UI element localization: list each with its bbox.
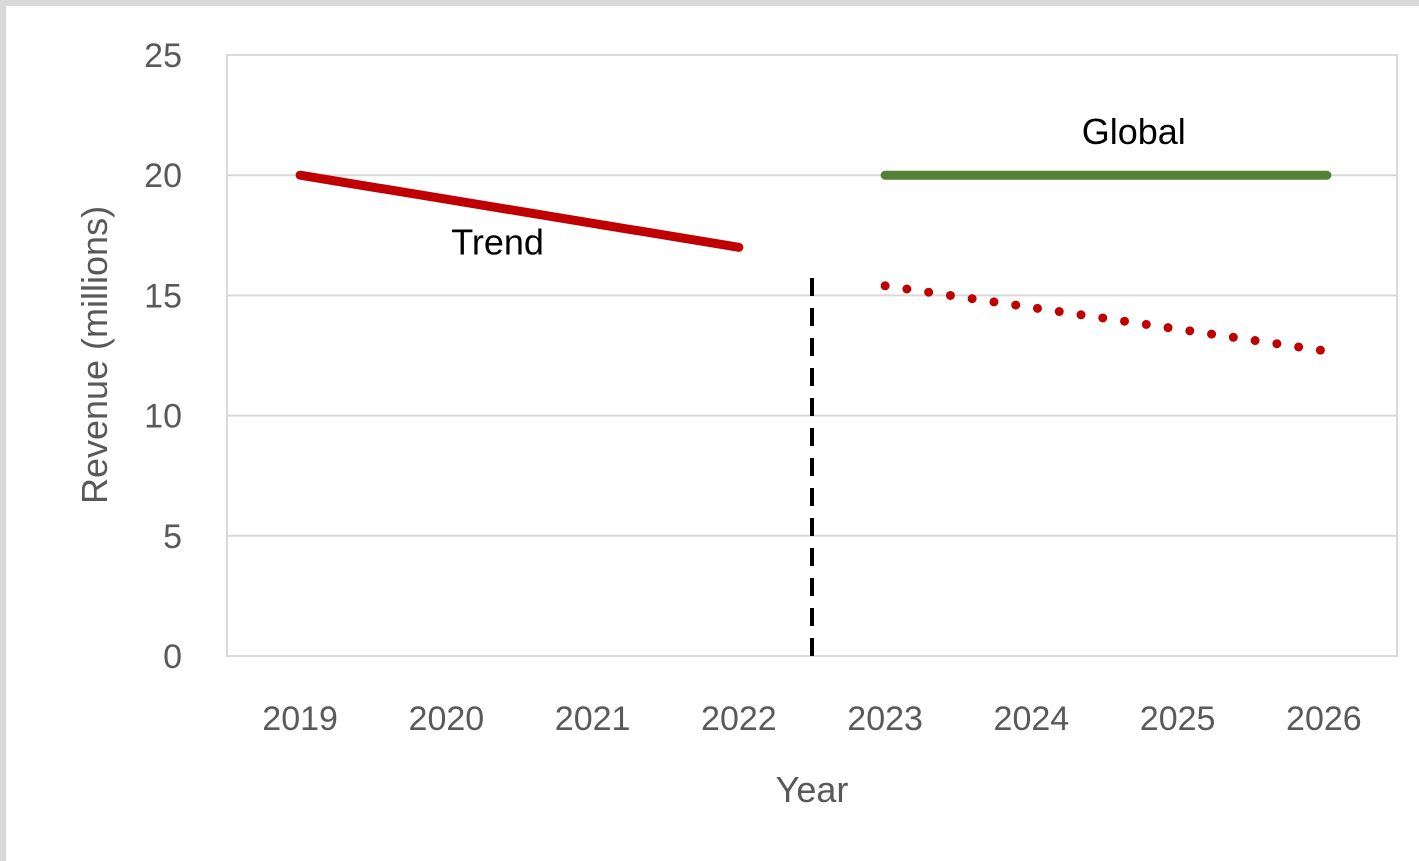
y-tick-label: 0 [163,638,182,676]
series-line-1 [295,170,744,252]
x-tick-label: 2022 [701,700,777,738]
x-tick-label: 2023 [847,700,923,738]
y-axis-title: Revenue (millions) [74,206,115,504]
x-tick-labels: 2019 2020 2021 2022 2023 2024 2025 2026 [262,700,1361,738]
y-tick-label: 25 [144,37,182,75]
y-tick-label: 20 [144,157,182,195]
x-tick-label: 2019 [262,700,338,738]
annotation-label: Global [1082,111,1186,152]
y-tick-labels: 0 5 10 15 20 25 [144,37,182,676]
x-axis-title: Year [776,769,849,810]
y-tick-label: 5 [163,518,182,556]
x-tick-label: 2025 [1140,700,1216,738]
x-tick-label: 2021 [555,700,631,738]
series-group [295,170,1332,668]
y-tick-label: 10 [144,398,182,436]
series-line-2 [880,281,1329,356]
x-tick-label: 2024 [994,700,1070,738]
x-tick-label: 2020 [409,700,485,738]
x-tick-label: 2026 [1286,700,1362,738]
annotation-label: Trend [451,222,544,263]
y-tick-label: 15 [144,277,182,315]
annotations: Trend Global [451,111,1186,263]
